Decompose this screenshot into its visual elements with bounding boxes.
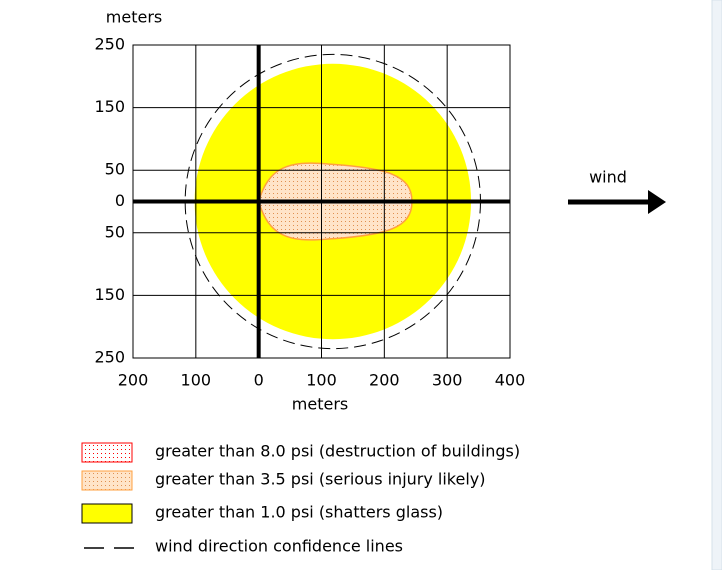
y-axis-label: meters xyxy=(106,8,162,27)
x-tick-label: 300 xyxy=(432,371,463,390)
x-tick-label: 200 xyxy=(369,371,400,390)
y-tick-label: 250 xyxy=(94,35,125,54)
confidence-lines xyxy=(184,53,481,350)
x-tick-label: 100 xyxy=(181,371,212,390)
x-tick-label: 100 xyxy=(306,371,337,390)
plot-border xyxy=(132,44,511,359)
legend-label: greater than 8.0 psi (destruction of bui… xyxy=(155,442,520,461)
x-tick-label: 200 xyxy=(118,371,149,390)
scrollbar-strip xyxy=(711,0,722,571)
legend-swatch xyxy=(81,442,133,463)
legend-swatch xyxy=(81,470,133,491)
x-axis-label: meters xyxy=(292,395,348,414)
y-tick-label: 50 xyxy=(105,222,125,241)
y-tick-label: 150 xyxy=(94,285,125,304)
y-tick-label: 150 xyxy=(94,97,125,116)
x-tick-label: 400 xyxy=(495,371,526,390)
wind-label: wind xyxy=(589,168,627,187)
legend-label: greater than 1.0 psi (shatters glass) xyxy=(155,503,443,522)
x-tick-label: 0 xyxy=(254,371,264,390)
legend-label: wind direction confidence lines xyxy=(155,537,403,556)
legend-label: greater than 3.5 psi (serious injury lik… xyxy=(155,470,486,489)
y-tick-label: 0 xyxy=(115,191,125,210)
wind-arrow-head xyxy=(648,190,666,214)
legend-swatch xyxy=(81,503,133,524)
y-tick-label: 250 xyxy=(94,348,125,367)
y-tick-label: 50 xyxy=(105,160,125,179)
